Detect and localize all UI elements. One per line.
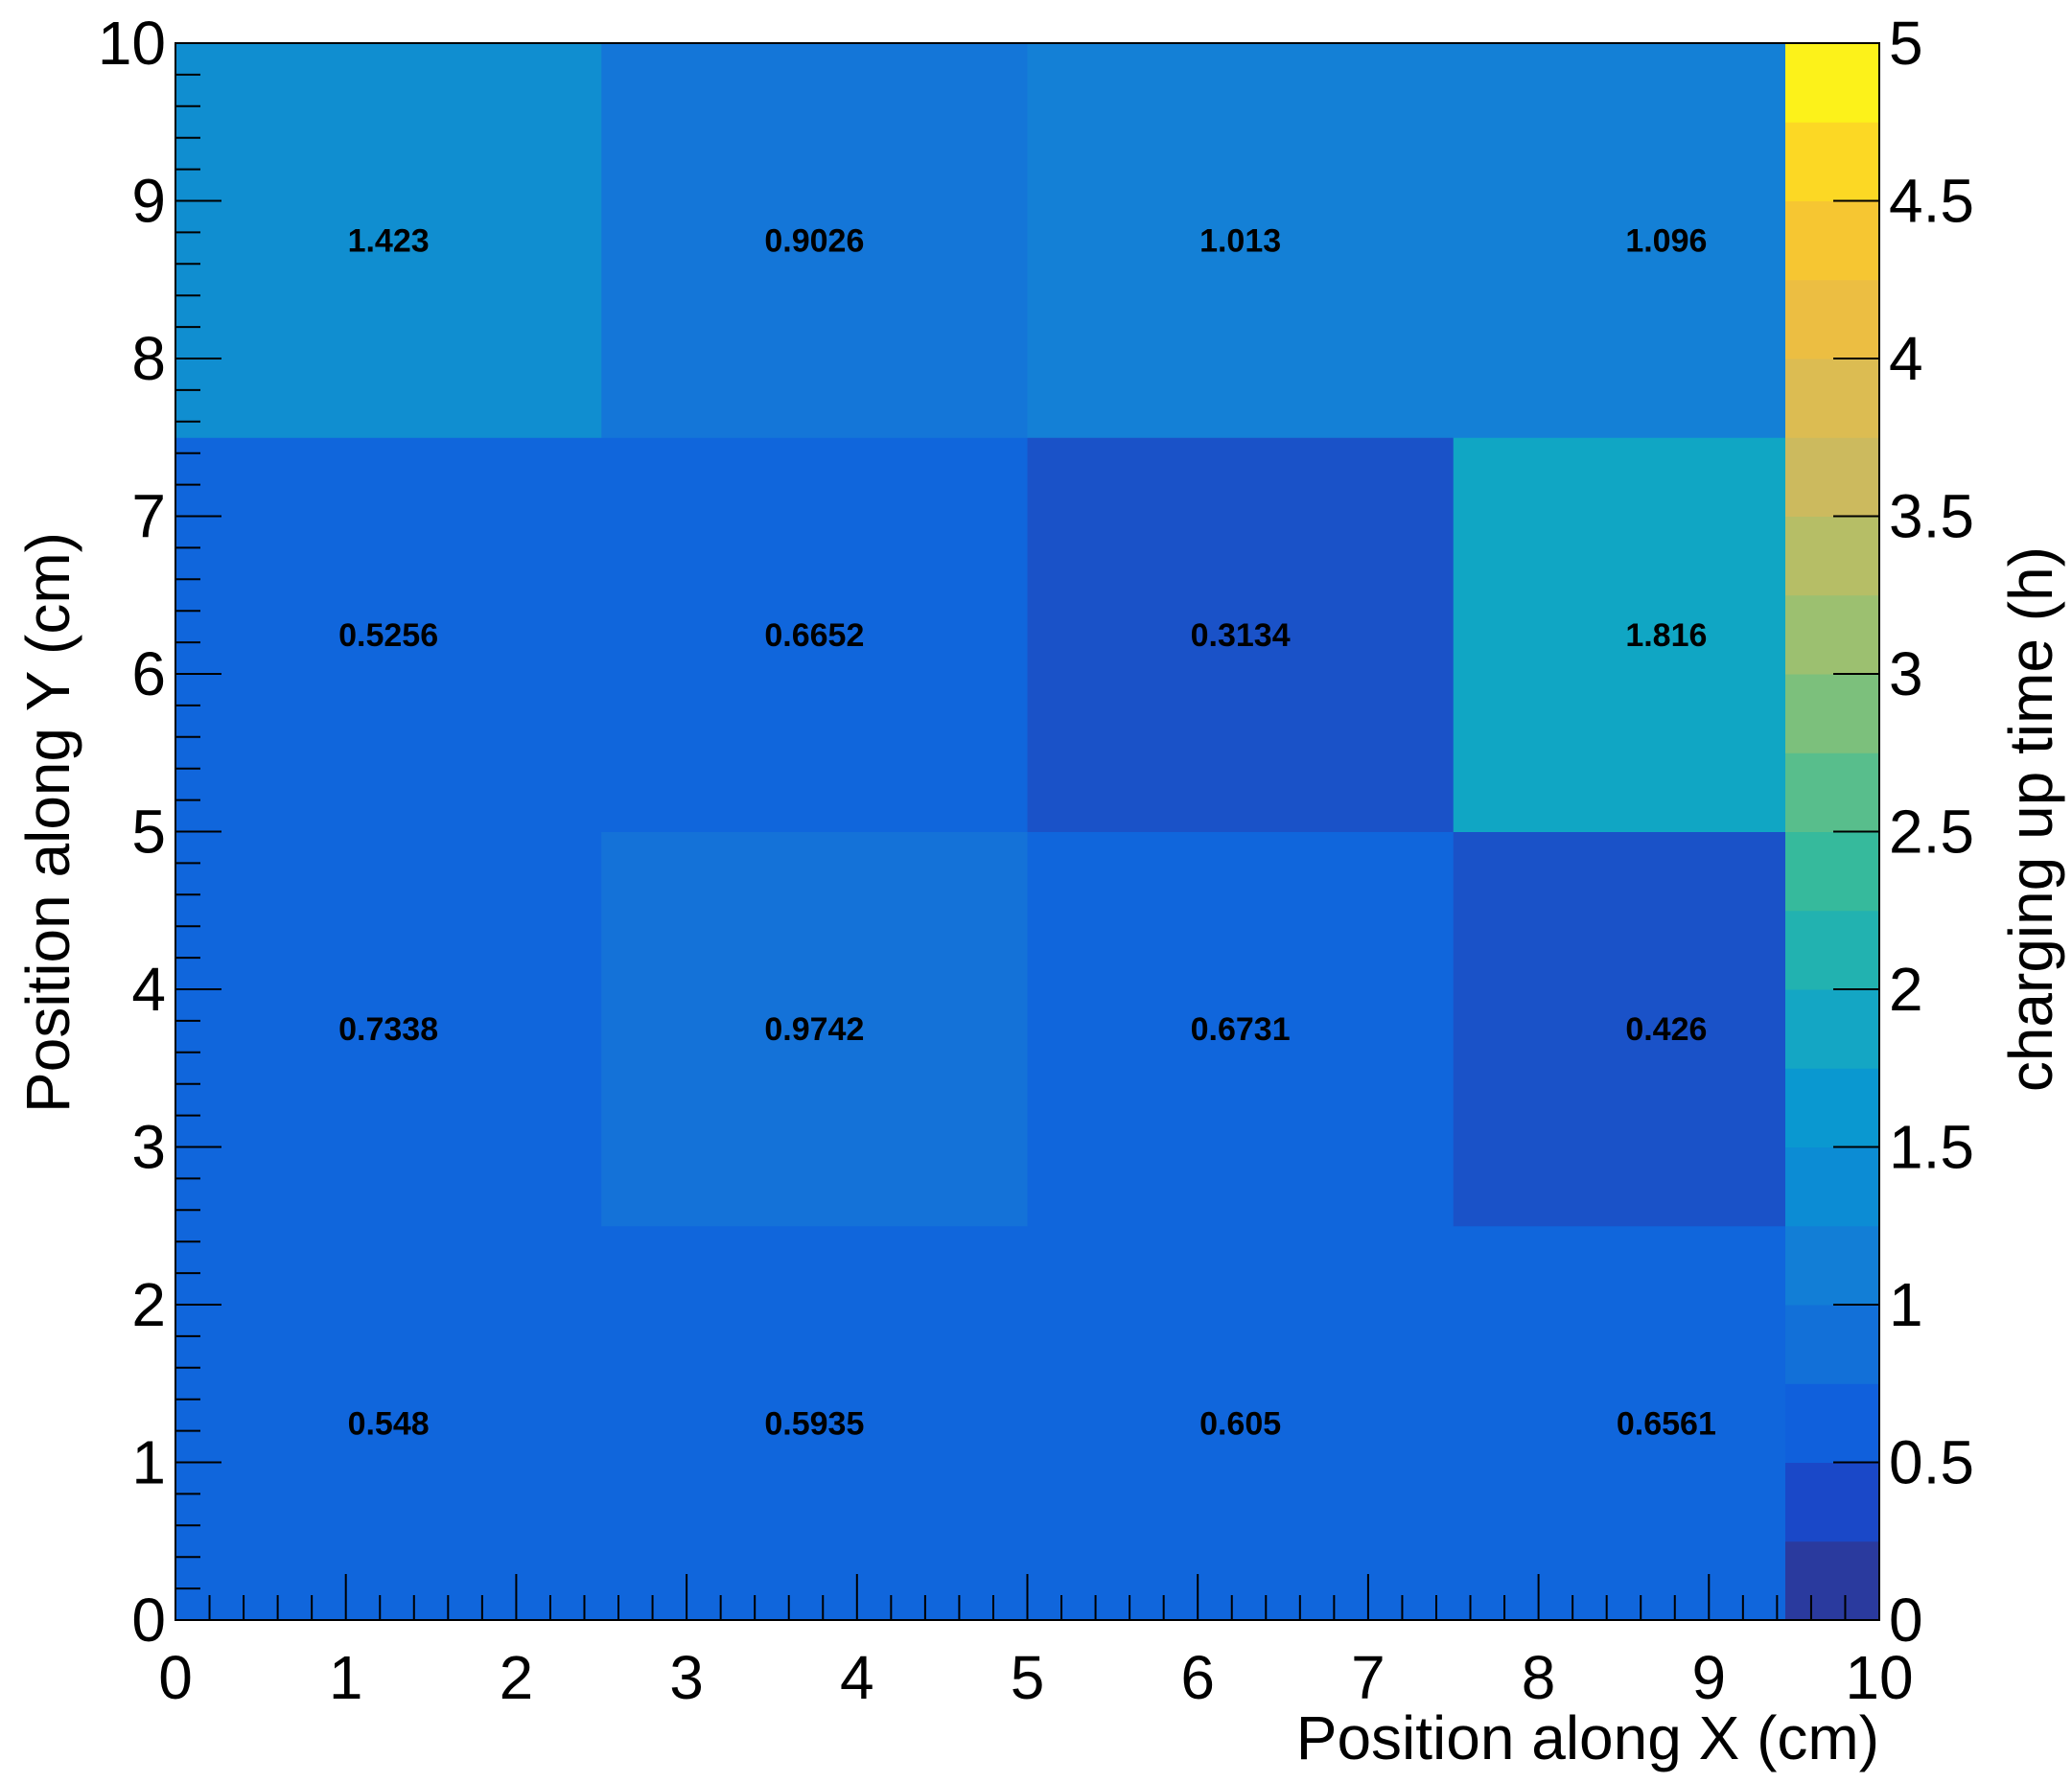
- colorbar-bin: [1785, 359, 1879, 438]
- y-axis-label: Position along Y (cm): [13, 532, 82, 1113]
- y-tick-label: 5: [131, 798, 166, 867]
- cell-value-label: 0.5256: [338, 617, 438, 654]
- colorbar-tick-label: 3.5: [1889, 482, 1974, 551]
- colorbar-bin: [1785, 1540, 1879, 1621]
- colorbar-bin: [1785, 910, 1879, 990]
- cell-value-label: 0.7338: [338, 1011, 438, 1048]
- heatmap-cell: [1453, 43, 1795, 438]
- colorbar-bin: [1785, 1305, 1879, 1384]
- colorbar-tick-label: 5: [1889, 9, 1923, 78]
- colorbar-tick-label: 0: [1889, 1586, 1923, 1655]
- cell-value-label: 0.548: [348, 1405, 430, 1442]
- colorbar-tick-label: 0.5: [1889, 1428, 1974, 1497]
- heatmap-cell: [601, 437, 1028, 832]
- y-tick-label: 1: [131, 1428, 166, 1497]
- cell-value-label: 1.816: [1625, 617, 1707, 654]
- tick-labels: 0 1 2 3 4 5 6 7 8 9 1001234567891000.511.522.533.5…: [98, 9, 1974, 1712]
- y-tick-label: 0: [131, 1586, 166, 1655]
- colorbar-bin: [1785, 1383, 1879, 1463]
- cell-value-label: 1.096: [1625, 223, 1707, 260]
- cell-value-labels: 0.548 0.5935 0.605 0.6561 0.7338 0.9742 0.6731…: [338, 223, 1716, 1443]
- cell-value-label: 0.426: [1625, 1011, 1707, 1048]
- heatmap-cell: [1027, 437, 1455, 832]
- x-tick-label: 5: [1011, 1643, 1045, 1712]
- heatmap-cells: [175, 43, 1879, 1621]
- colorbar-bin: [1785, 279, 1879, 359]
- colorbar-bin: [1785, 516, 1879, 596]
- colorbar: [1785, 43, 1879, 1621]
- heatmap-cell: [601, 1225, 1028, 1621]
- heatmap-cell: [175, 831, 602, 1227]
- y-tick-label: 3: [131, 1113, 166, 1182]
- cell-value-label: 0.3134: [1191, 617, 1291, 654]
- y-tick-label: 6: [131, 639, 166, 708]
- heatmap-cell: [1027, 1225, 1455, 1621]
- y-tick-label: 4: [131, 955, 166, 1024]
- colorbar-bin: [1785, 437, 1879, 517]
- y-tick-label: 9: [131, 167, 166, 236]
- colorbar-tick-label: 2.5: [1889, 798, 1974, 867]
- x-tick-label: 10: [1845, 1643, 1913, 1712]
- colorbar-bin: [1785, 122, 1879, 201]
- y-tick-label: 7: [131, 482, 166, 551]
- colorbar-bin: [1785, 674, 1879, 753]
- cell-value-label: 0.605: [1199, 1405, 1281, 1442]
- heatmap-cell: [1027, 831, 1455, 1227]
- colorbar-bin: [1785, 1146, 1879, 1227]
- heatmap-cell: [1453, 831, 1795, 1227]
- colorbar-bin: [1785, 989, 1879, 1069]
- heatmap-cell: [175, 1225, 602, 1621]
- x-tick-label: 7: [1351, 1643, 1385, 1712]
- x-tick-label: 1: [329, 1643, 363, 1712]
- cell-value-label: 0.6652: [764, 617, 864, 654]
- heatmap-cell: [1453, 437, 1795, 832]
- colorbar-tick-label: 3: [1889, 639, 1923, 708]
- colorbar-bin: [1785, 43, 1879, 123]
- y-tick-label: 10: [98, 9, 166, 78]
- cell-value-label: 1.423: [348, 223, 430, 260]
- x-tick-label: 9: [1692, 1643, 1727, 1712]
- colorbar-bin: [1785, 594, 1879, 675]
- colorbar-bin: [1785, 831, 1879, 912]
- x-tick-label: 0: [158, 1643, 193, 1712]
- heatmap-cell: [1027, 43, 1455, 438]
- cell-value-label: 0.6731: [1191, 1011, 1291, 1048]
- colorbar-tick-label: 4.5: [1889, 167, 1974, 236]
- x-tick-label: 8: [1522, 1643, 1556, 1712]
- heatmap-cell: [175, 437, 602, 832]
- colorbar-bin: [1785, 753, 1879, 832]
- colorbar-tick-label: 1.5: [1889, 1113, 1974, 1182]
- x-tick-label: 6: [1180, 1643, 1215, 1712]
- x-tick-label: 3: [669, 1643, 704, 1712]
- heatmap-cell: [1453, 1225, 1795, 1621]
- axis-ticks: [175, 42, 1880, 1621]
- colorbar-bin: [1785, 1462, 1879, 1542]
- cell-value-label: 0.9026: [764, 223, 864, 260]
- y-tick-label: 2: [131, 1270, 166, 1339]
- heatmap-cell: [175, 43, 602, 438]
- colorbar-tick-label: 2: [1889, 955, 1923, 1024]
- x-axis-label: Position along X (cm): [1296, 1703, 1879, 1772]
- y-tick-label: 8: [131, 324, 166, 393]
- colorbar-bin: [1785, 1225, 1879, 1306]
- colorbar-tick-label: 4: [1889, 324, 1923, 393]
- heatmap-cell: [601, 43, 1028, 438]
- cell-value-label: 0.9742: [764, 1011, 864, 1048]
- x-tick-label: 2: [500, 1643, 534, 1712]
- colorbar-tick-label: 1: [1889, 1270, 1923, 1339]
- x-tick-label: 4: [840, 1643, 874, 1712]
- cell-value-label: 0.5935: [764, 1405, 864, 1442]
- colorbar-bin: [1785, 200, 1879, 281]
- heatmap-cell: [601, 831, 1028, 1227]
- colorbar-bin: [1785, 1068, 1879, 1147]
- cell-value-label: 0.6561: [1617, 1405, 1716, 1442]
- colorbar-axis-label: charging up time (h): [1996, 546, 2065, 1092]
- cell-value-label: 1.013: [1199, 223, 1281, 260]
